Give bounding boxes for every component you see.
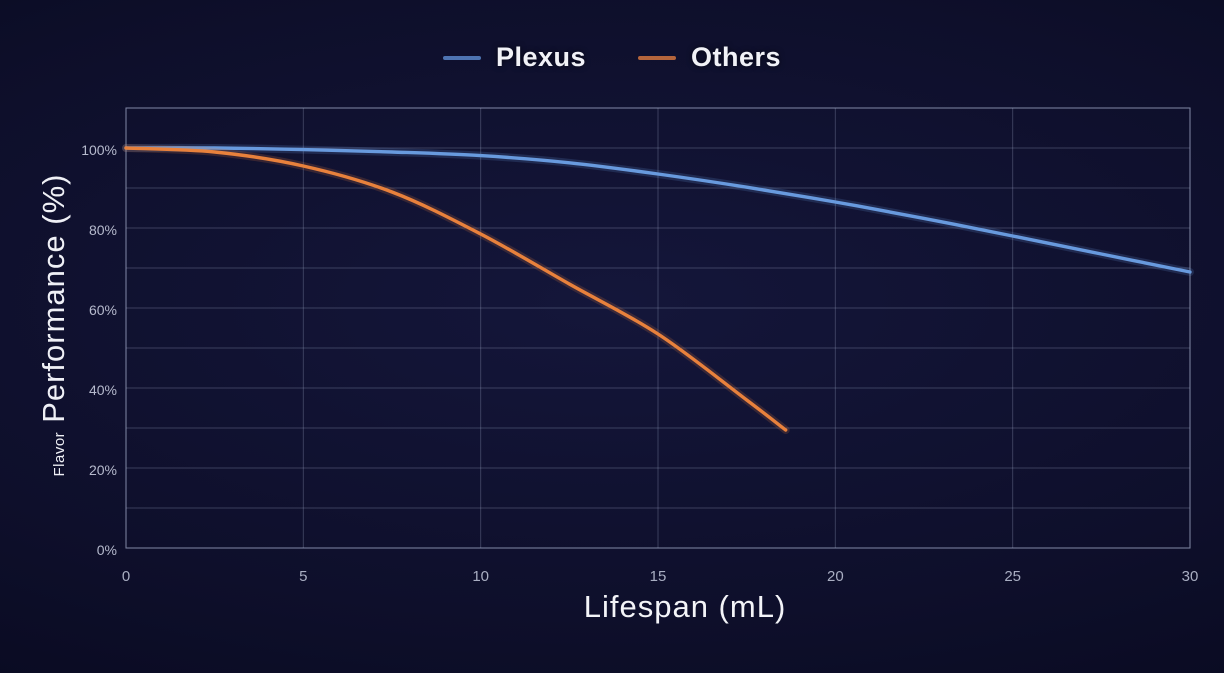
legend: Plexus Others (0, 42, 1224, 73)
x-tick-label: 10 (472, 568, 489, 585)
y-tick-label: 40% (88, 382, 117, 398)
legend-item-others: Others (638, 42, 781, 73)
y-tick-label: 60% (88, 302, 117, 318)
y-tick-label: 80% (88, 222, 117, 238)
x-tick-label: 25 (1004, 568, 1021, 585)
y-tick-label: 0% (96, 542, 117, 558)
x-tick-label: 30 (1181, 568, 1199, 585)
y-tick-label: 20% (88, 462, 117, 478)
x-tick-label: 20 (826, 568, 844, 585)
x-axis-title: Lifespan (mL) (583, 589, 787, 624)
plexus-line-swatch-icon (442, 55, 481, 60)
y-tick-label: 100% (81, 142, 117, 158)
curve-plexus (124, 146, 1192, 274)
legend-item-plexus: Plexus (442, 42, 587, 73)
plot-border (125, 107, 1191, 549)
x-tick-label: 0 (121, 568, 131, 585)
legend-label-others: Others (691, 42, 782, 72)
legend-label-plexus: Plexus (495, 42, 587, 72)
curve-others (124, 146, 788, 432)
others-line-swatch-icon (638, 55, 677, 60)
x-tick-label: 15 (649, 568, 667, 585)
x-tick-label: 5 (299, 568, 308, 585)
